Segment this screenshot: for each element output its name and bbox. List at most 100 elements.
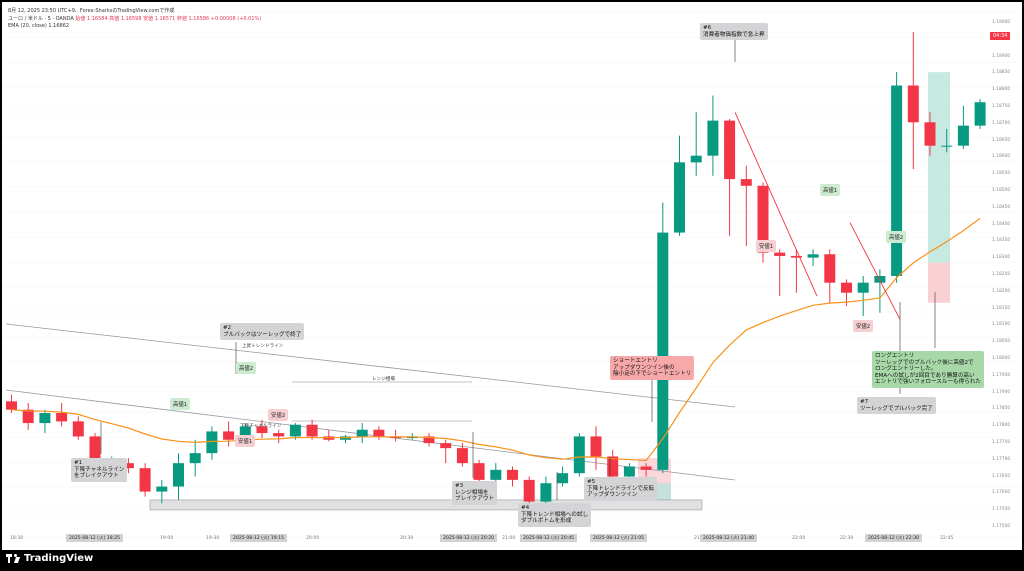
candle-body	[757, 185, 769, 253]
note-long-entry: ロングエントリ ツーレッグでのプルバック後に高値2で ロングエントリーした。 EMAへ…	[872, 351, 985, 388]
candle-body	[89, 436, 101, 469]
candle-body	[740, 179, 752, 186]
time-highlight: 2025-08-12 (火) 20:45	[520, 534, 578, 542]
current-price-tag: 04:34	[990, 32, 1011, 40]
price-tick: 1.18800	[992, 87, 1011, 93]
candle-body	[941, 145, 953, 147]
candle-body	[356, 429, 368, 437]
support-zone	[149, 499, 703, 511]
note-4: #4 下降トレンド相場への試し ダブルボトムを形成	[518, 503, 592, 527]
note-7: #7 ツーレッグでプルバック完了	[857, 397, 936, 415]
candle-body	[223, 431, 235, 440]
price-tick: 1.18550	[992, 171, 1011, 177]
price-tick: 1.18400	[992, 221, 1011, 227]
candle-body	[56, 413, 68, 422]
note-3: #3 レンジ相場を ブレイクアウト	[452, 481, 498, 505]
tradingview-logo[interactable]: TradingView	[6, 553, 93, 564]
time-highlight: 2025-08-12 (火) 21:40	[700, 534, 758, 542]
candle-body	[39, 413, 51, 424]
candle-body	[607, 456, 619, 477]
tradingview-logo-icon	[6, 553, 21, 564]
price-tick: 1.18900	[992, 53, 1011, 59]
candle-body	[841, 282, 852, 293]
label-high2-b: 高値2	[886, 231, 907, 243]
candle-body	[623, 466, 635, 477]
candle-body	[373, 429, 385, 437]
upper-channel-line	[5, 323, 736, 408]
time-tick: 19:00	[160, 536, 174, 541]
label-high1-b: 高値1	[820, 184, 841, 196]
label-low2-a: 安値2	[268, 409, 289, 421]
note-6: #6 消費者物価指数で急上昇	[700, 23, 768, 41]
time-tick: 18:30	[10, 536, 24, 541]
first-leg-line	[734, 112, 818, 297]
candle-body	[239, 426, 251, 440]
note-short-entry: ショートエントリ アップダウンツイン後の 陰小足の下でショートエントリ	[610, 356, 695, 380]
price-tick: 1.18500	[992, 188, 1011, 193]
second-leg-line	[849, 222, 901, 320]
candle-body	[507, 469, 518, 480]
price-tick: 1.17800	[992, 423, 1011, 429]
candle-body	[173, 463, 184, 487]
price-tick: 1.18350	[992, 238, 1011, 244]
note-1: #1 下降チャネルライン をブレイクアウト	[71, 458, 128, 482]
price-tick: 1.17500	[992, 524, 1011, 529]
candle-body	[573, 436, 585, 474]
price-tick: 1.18000	[992, 356, 1011, 361]
candle-body	[22, 409, 34, 424]
price-tick: 1.17700	[992, 456, 1011, 462]
price-tick: 1.18750	[992, 104, 1011, 109]
bottom-bar	[0, 550, 1024, 571]
candle-body	[824, 254, 836, 283]
time-tick: 22:45	[940, 536, 954, 541]
candle-body	[306, 424, 318, 437]
tradingview-logo-text: TradingView	[24, 553, 94, 564]
candle-body	[774, 252, 786, 256]
candle-body	[72, 421, 84, 437]
candle-body	[523, 479, 535, 502]
candle-body	[423, 436, 435, 444]
price-tick: 1.17950	[992, 372, 1011, 378]
label-high1-a: 高値1	[170, 398, 191, 410]
price-tick: 1.18200	[992, 288, 1011, 294]
price-tick: 1.18600	[992, 154, 1011, 160]
price-tick: 1.19000	[992, 20, 1011, 25]
symbol-ohlc: ユーロ / 米ドル · 5 · OANDA 始値 1.16584 高値 1.16…	[8, 15, 261, 22]
candle-body	[724, 120, 736, 180]
price-tick: 1.17650	[992, 473, 1011, 479]
price-chart[interactable]	[2, 2, 1022, 550]
label-upper-trendline: 上昇トレンドライン	[242, 344, 284, 349]
price-tick: 1.18250	[992, 272, 1011, 277]
long-entry-zone	[928, 262, 950, 303]
time-highlight: 2025-08-12 (火) 20:20	[440, 534, 498, 542]
time-tick: 20:30	[400, 536, 414, 541]
candle-body	[657, 232, 669, 470]
price-tick: 1.18050	[992, 339, 1011, 345]
candle-body	[289, 424, 301, 437]
note-5: #5 下降トレンドラインで反転 アップダウンツイン	[584, 477, 658, 501]
price-tick: 1.17600	[992, 490, 1011, 496]
price-tick: 1.18650	[992, 137, 1011, 143]
candle-body	[974, 102, 986, 126]
candle-body	[273, 433, 285, 437]
candle-body	[590, 436, 602, 457]
candle-body	[957, 125, 969, 146]
price-tick: 1.18850	[992, 70, 1011, 76]
label-low1-b: 安値1	[756, 240, 777, 252]
label-low1-a: 安値1	[235, 435, 256, 447]
price-tick: 1.17900	[992, 389, 1011, 395]
long-target-zone	[928, 72, 950, 263]
candle-body	[456, 448, 468, 464]
label-low2-b: 安値2	[853, 320, 874, 332]
time-highlight: 2025-08-12 (火) 18:25	[66, 534, 124, 542]
candle-body	[907, 85, 919, 123]
time-tick: 22:30	[840, 536, 854, 541]
time-highlight: 2025-08-12 (火) 22:30	[865, 534, 923, 542]
candle-body	[189, 453, 201, 464]
header-datetime: 8月 12, 2025 23:50 UTC+9、Forex-SharksのTra…	[8, 8, 175, 14]
candle-body	[490, 469, 502, 480]
candle-body	[924, 122, 936, 146]
candle-body	[891, 85, 903, 277]
candle-body	[122, 463, 134, 469]
